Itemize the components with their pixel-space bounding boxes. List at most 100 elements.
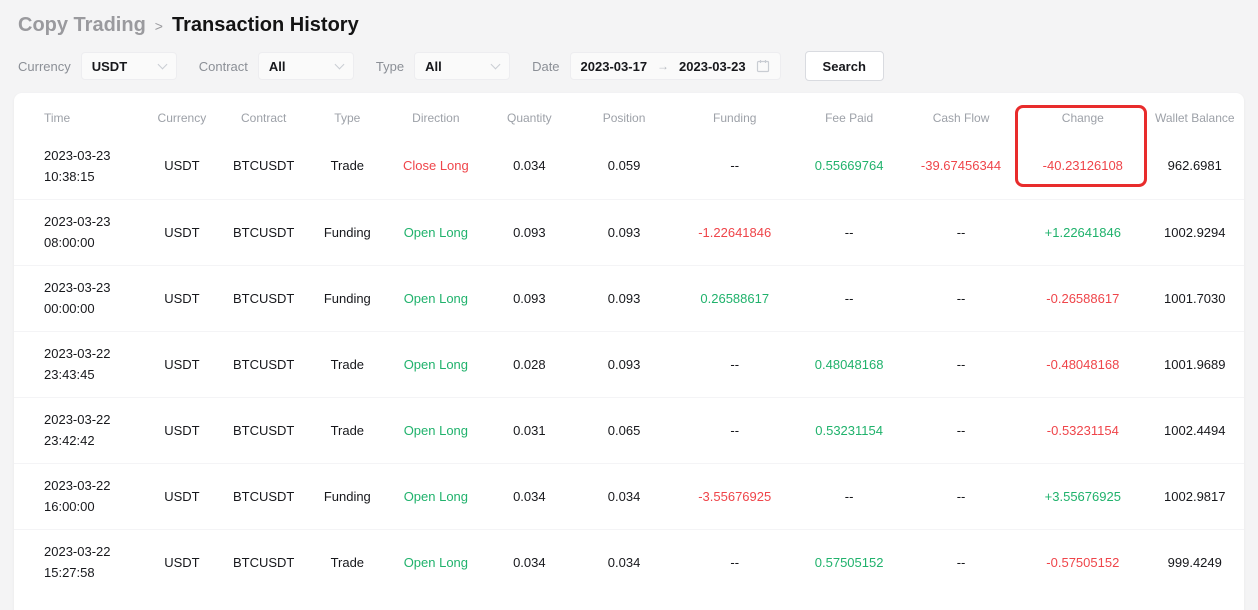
cell-funding: -- bbox=[673, 528, 797, 595]
table-row: 2023-03-22 15:27:58 USDT BTCUSDT Trade O… bbox=[14, 528, 1244, 595]
transaction-table: Time Currency Contract Type Direction Qu… bbox=[14, 93, 1244, 595]
contract-select[interactable]: All bbox=[257, 52, 354, 80]
cell-date-line: 2023-03-22 bbox=[44, 478, 111, 493]
column-header-change: Change bbox=[1061, 111, 1104, 125]
date-label: Date bbox=[532, 58, 560, 74]
cell-contract: BTCUSDT bbox=[232, 158, 295, 174]
cell-time-line: 23:43:45 bbox=[44, 367, 95, 382]
cell-cash-flow: -- bbox=[902, 264, 1021, 331]
cell-time: 2023-03-23 00:00:00 bbox=[14, 264, 144, 331]
cell-change: +3.55676925 bbox=[1020, 462, 1146, 529]
column-header-direction: Direction bbox=[412, 111, 460, 125]
table-row: 2023-03-22 23:43:45 USDT BTCUSDT Trade O… bbox=[14, 330, 1244, 397]
currency-label: Currency bbox=[18, 58, 71, 74]
cell-type: Funding bbox=[306, 198, 388, 265]
cell-change: +1.22641846 bbox=[1020, 198, 1146, 265]
date-end-value[interactable]: 2023-03-23 bbox=[679, 58, 746, 74]
cell-funding: -- bbox=[673, 396, 797, 463]
cell-direction: Open Long bbox=[387, 264, 484, 331]
cell-quantity: 0.034 bbox=[513, 158, 546, 174]
cell-quantity: 0.034 bbox=[483, 528, 575, 595]
cell-wallet-balance: 1001.7030 bbox=[1145, 264, 1244, 331]
cell-currency: USDT bbox=[143, 330, 221, 397]
calendar-icon[interactable] bbox=[756, 59, 770, 73]
table-row: 2023-03-23 08:00:00 USDT BTCUSDT Funding… bbox=[14, 198, 1244, 265]
table-row: 2023-03-22 16:00:00 USDT BTCUSDT Funding… bbox=[14, 462, 1244, 529]
date-filter-group: Date 2023-03-17 → 2023-03-23 bbox=[532, 52, 781, 80]
cell-funding: -- bbox=[730, 158, 740, 174]
cell-position: 0.093 bbox=[574, 264, 674, 331]
column-header-type: Type bbox=[334, 111, 361, 125]
currency-select[interactable]: USDT bbox=[80, 52, 177, 80]
cell-funding: -3.55676925 bbox=[673, 462, 797, 529]
cell-type: Funding bbox=[306, 264, 388, 331]
cell-type: Trade bbox=[306, 330, 388, 397]
column-header-position: Position bbox=[602, 111, 646, 125]
cell-time: 2023-03-22 16:00:00 bbox=[14, 462, 144, 529]
cell-contract: BTCUSDT bbox=[220, 198, 307, 265]
cell-date-line: 2023-03-22 bbox=[44, 412, 111, 427]
cell-wallet-balance: 962.6981 bbox=[1167, 158, 1222, 174]
cell-fee-paid: 0.57505152 bbox=[796, 528, 902, 595]
chevron-down-icon bbox=[157, 59, 168, 70]
cell-time: 2023-03-22 23:43:45 bbox=[14, 330, 144, 397]
column-header-wallet-balance: Wallet Balance bbox=[1154, 111, 1235, 125]
cell-time: 2023-03-22 15:27:58 bbox=[14, 528, 144, 595]
cell-contract: BTCUSDT bbox=[220, 528, 307, 595]
cell-currency: USDT bbox=[143, 264, 221, 331]
cell-cash-flow: -- bbox=[902, 528, 1021, 595]
cell-fee-paid: -- bbox=[796, 198, 902, 265]
cell-type: Trade bbox=[306, 528, 388, 595]
cell-time-line: 08:00:00 bbox=[44, 235, 95, 250]
table-body: 2023-03-23 10:38:15 USDT BTCUSDT Trade C… bbox=[14, 133, 1244, 595]
cell-fee-paid: -- bbox=[796, 264, 902, 331]
breadcrumb-copy-trading[interactable]: Copy Trading bbox=[18, 14, 146, 36]
cell-contract: BTCUSDT bbox=[220, 462, 307, 529]
column-header-funding: Funding bbox=[713, 111, 757, 125]
search-button[interactable]: Search bbox=[804, 51, 884, 81]
cell-direction: Close Long bbox=[402, 158, 469, 174]
column-header-fee-paid: Fee Paid bbox=[825, 111, 874, 125]
column-header-contract: Contract bbox=[240, 111, 287, 125]
cell-currency: USDT bbox=[143, 528, 221, 595]
cell-quantity: 0.093 bbox=[483, 264, 575, 331]
type-filter-group: Type All bbox=[375, 52, 511, 80]
cell-position: 0.093 bbox=[574, 198, 674, 265]
date-start-value[interactable]: 2023-03-17 bbox=[580, 58, 648, 74]
cell-position: 0.093 bbox=[574, 330, 674, 397]
chevron-down-icon bbox=[334, 59, 345, 70]
page-title: Transaction History bbox=[171, 14, 359, 36]
cell-quantity: 0.093 bbox=[483, 198, 575, 265]
cell-funding: -- bbox=[673, 330, 797, 397]
cell-date-line: 2023-03-23 bbox=[44, 147, 111, 163]
cell-position: 0.034 bbox=[574, 528, 674, 595]
cell-position: 0.065 bbox=[574, 396, 674, 463]
type-select[interactable]: All bbox=[414, 52, 511, 80]
date-range-picker[interactable]: 2023-03-17 → 2023-03-23 bbox=[569, 52, 781, 80]
cell-wallet-balance: 999.4249 bbox=[1145, 528, 1244, 595]
cell-time: 2023-03-22 23:42:42 bbox=[14, 396, 144, 463]
cell-funding: -1.22641846 bbox=[673, 198, 797, 265]
cell-change: -0.53231154 bbox=[1020, 396, 1146, 463]
cell-cash-flow: -- bbox=[902, 198, 1021, 265]
cell-position: 0.034 bbox=[574, 462, 674, 529]
cell-direction: Open Long bbox=[387, 198, 484, 265]
cell-direction: Open Long bbox=[387, 528, 484, 595]
contract-filter-group: Contract All bbox=[199, 52, 354, 80]
cell-funding: 0.26588617 bbox=[673, 264, 797, 331]
cell-wallet-balance: 1001.9689 bbox=[1145, 330, 1244, 397]
cell-type: Funding bbox=[306, 462, 388, 529]
cell-date-line: 2023-03-22 bbox=[44, 544, 111, 560]
filter-bar: Currency USDT Contract All Type All Date… bbox=[18, 51, 1258, 81]
cell-direction: Open Long bbox=[387, 330, 484, 397]
cell-fee-paid: 0.48048168 bbox=[796, 330, 902, 397]
cell-date-line: 2023-03-23 bbox=[44, 280, 111, 295]
cell-time-line: 00:00:00 bbox=[44, 301, 95, 316]
cell-change: -40.23126108 bbox=[1042, 158, 1123, 174]
cell-change: -0.57505152 bbox=[1020, 528, 1146, 595]
table-row: 2023-03-23 00:00:00 USDT BTCUSDT Funding… bbox=[14, 264, 1244, 331]
cell-contract: BTCUSDT bbox=[220, 396, 307, 463]
cell-change: -0.26588617 bbox=[1020, 264, 1146, 331]
arrow-right-icon: → bbox=[657, 59, 670, 73]
type-label: Type bbox=[375, 58, 405, 74]
